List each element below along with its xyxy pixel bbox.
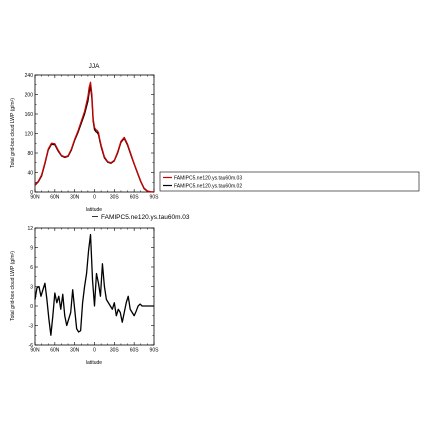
series-line-1 bbox=[34, 81, 155, 193]
x-axis: 90N 60N 30N 0 30S 60S 90S bbox=[30, 228, 159, 354]
y-tick-label: 3 bbox=[30, 284, 33, 290]
panel-bottom: FAMIPC5.ne120.ys.tau60m.03 -6 -3 0 3 6 9 12 90… bbox=[10, 214, 190, 366]
x-tick-label: 90N bbox=[30, 348, 40, 354]
y-tick-label: 12 bbox=[27, 226, 33, 232]
x-tick-label: 90S bbox=[150, 348, 160, 354]
y-axis: 0 40 80 120 160 200 240 bbox=[25, 73, 154, 196]
y-tick-label: 160 bbox=[25, 112, 34, 118]
plot-frame bbox=[34, 74, 155, 193]
diff-legend-label: FAMIPC5.ne120.ys.tau60m.03 bbox=[101, 214, 190, 221]
series-line-1 bbox=[34, 233, 154, 336]
y-tick-label: 0 bbox=[30, 190, 33, 196]
y-tick-label: 40 bbox=[27, 170, 33, 176]
legend-entry-2: FAMIPC5.ne120.ys.tau60m.02 bbox=[174, 184, 242, 190]
panel-title: JJA bbox=[89, 63, 101, 70]
x-tick-label: 60S bbox=[130, 348, 140, 354]
y-tick-label: 9 bbox=[30, 245, 33, 251]
y-tick-label: 80 bbox=[27, 151, 33, 157]
x-tick-label: 60N bbox=[50, 195, 60, 201]
x-tick-label: 30S bbox=[110, 195, 120, 201]
x-axis: 90N 60N 30N 0 30S 60S 90S bbox=[30, 75, 159, 201]
legend-box bbox=[159, 171, 420, 192]
y-tick-label: 240 bbox=[25, 73, 34, 79]
y-tick-label: 200 bbox=[25, 92, 34, 98]
series-lines bbox=[34, 233, 154, 336]
x-tick-label: 60N bbox=[50, 348, 60, 354]
x-tick-label: 60S bbox=[130, 195, 140, 201]
y-tick-label: 0 bbox=[30, 304, 33, 310]
y-axis-title: Total grid-box cloud LWP (g/m²) bbox=[10, 98, 16, 168]
x-tick-label: 30N bbox=[70, 348, 80, 354]
x-tick-label: 90S bbox=[150, 195, 160, 201]
legend-entry-1: FAMIPC5.ne120.ys.tau60m.03 bbox=[174, 176, 242, 182]
plot-frame bbox=[34, 227, 155, 346]
y-tick-label: 120 bbox=[25, 131, 34, 137]
x-tick-label: 0 bbox=[93, 348, 96, 354]
series-lines bbox=[34, 81, 155, 193]
x-tick-label: 90N bbox=[30, 195, 40, 201]
y-tick-label: 6 bbox=[30, 265, 33, 271]
x-axis-title: latitude bbox=[86, 207, 102, 213]
x-axis-title: latitude bbox=[86, 360, 102, 366]
legend: FAMIPC5.ne120.ys.tau60m.03 FAMIPC5.ne120… bbox=[159, 171, 420, 192]
x-tick-label: 30S bbox=[110, 348, 120, 354]
y-tick-label: -3 bbox=[29, 323, 34, 329]
y-tick-label: -6 bbox=[29, 343, 34, 349]
series-line-2 bbox=[34, 85, 155, 193]
x-tick-label: 30N bbox=[70, 195, 80, 201]
y-axis-title: Total grid-box cloud LWP (g/m²) bbox=[10, 251, 16, 321]
x-tick-label: 0 bbox=[93, 195, 96, 201]
